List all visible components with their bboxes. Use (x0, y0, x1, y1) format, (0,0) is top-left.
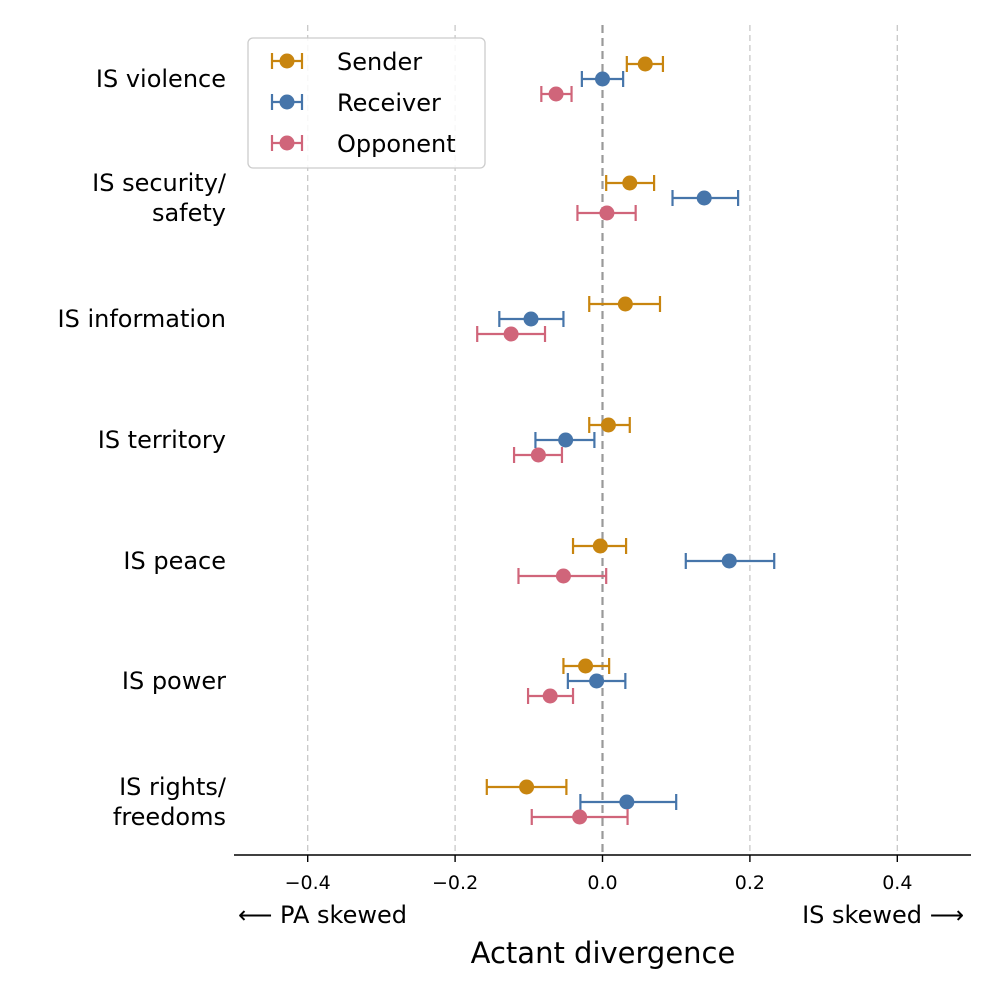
legend-entry-receiver: Receiver (270, 89, 441, 117)
category-label-line: freedoms (113, 803, 226, 831)
category-label-line: IS peace (123, 547, 226, 575)
point-sender-4 (592, 538, 608, 554)
series-receiver (498, 71, 776, 810)
category-label-5: IS power (122, 667, 226, 695)
category-label-3: IS territory (98, 426, 226, 454)
x-axis-title: Actant divergence (471, 936, 736, 970)
legend-marker (279, 135, 295, 151)
x-tick-label-2: 0.0 (587, 872, 617, 894)
category-label-line: safety (152, 199, 226, 227)
legend-entry-sender: Sender (270, 48, 422, 76)
category-label-6: IS rights/freedoms (113, 773, 227, 831)
point-sender-5 (578, 658, 594, 674)
point-opponent-4 (555, 568, 571, 584)
gridlines (307, 25, 898, 855)
legend: Sender Receiver Opponent (247, 37, 486, 169)
category-label-0: IS violence (96, 65, 226, 93)
point-opponent-6 (572, 809, 588, 825)
category-label-line: IS rights/ (119, 773, 227, 801)
series-opponent (476, 86, 637, 825)
is-skewed-label: IS skewed ⟶ (802, 901, 964, 929)
legend-marker (279, 53, 295, 69)
legend-label: Opponent (337, 130, 456, 158)
point-receiver-1 (696, 190, 712, 206)
point-receiver-3 (558, 432, 574, 448)
point-receiver-6 (619, 794, 635, 810)
point-receiver-0 (595, 71, 610, 87)
point-receiver-5 (589, 673, 605, 689)
legend-label: Sender (337, 48, 422, 76)
category-labels: IS violence IS security/safety IS informat… (58, 65, 227, 831)
point-opponent-5 (542, 688, 558, 704)
category-label-line: IS territory (98, 426, 226, 454)
category-label-line: IS violence (96, 65, 226, 93)
category-label-4: IS peace (123, 547, 226, 575)
point-receiver-4 (721, 553, 737, 569)
category-label-1: IS security/safety (92, 169, 227, 227)
series-sender (485, 56, 665, 795)
point-sender-3 (600, 417, 616, 433)
x-tick-label-3: 0.2 (735, 872, 765, 894)
x-tick-label-1: −0.2 (432, 872, 478, 894)
pa-skewed-label: ⟵ PA skewed (238, 901, 407, 929)
legend-box (247, 37, 486, 169)
data-series (476, 56, 776, 825)
point-opponent-3 (530, 447, 546, 463)
point-receiver-2 (523, 311, 539, 327)
point-opponent-0 (548, 86, 564, 102)
category-label-2: IS information (58, 305, 226, 333)
point-opponent-1 (599, 205, 615, 221)
legend-label: Receiver (337, 89, 441, 117)
legend-marker (279, 94, 295, 110)
point-sender-0 (637, 56, 653, 72)
x-axis: −0.4 −0.2 0.0 0.2 0.4 (234, 854, 971, 894)
category-label-line: IS security/ (92, 169, 227, 197)
point-sender-2 (617, 296, 633, 312)
point-sender-6 (519, 779, 535, 795)
point-opponent-2 (503, 326, 519, 342)
point-sender-1 (622, 175, 638, 191)
legend-entry-opponent: Opponent (270, 130, 456, 158)
category-label-line: IS power (122, 667, 226, 695)
category-label-line: IS information (58, 305, 226, 333)
x-tick-label-4: 0.4 (882, 872, 912, 894)
x-tick-label-0: −0.4 (285, 872, 331, 894)
